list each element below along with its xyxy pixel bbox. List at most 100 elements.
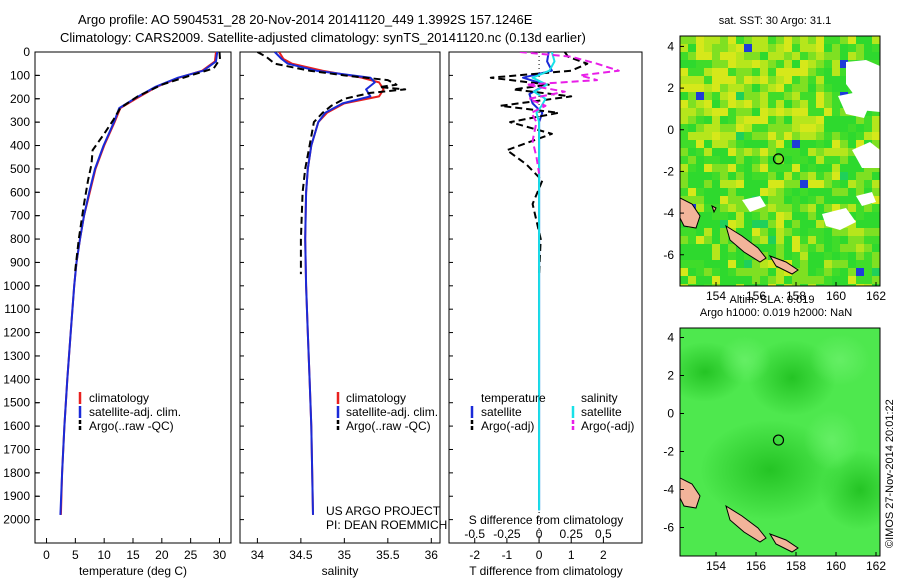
sst-cell bbox=[760, 284, 768, 286]
sst-cell bbox=[840, 172, 848, 180]
sst-cell bbox=[688, 76, 696, 84]
x-tick-label: 20 bbox=[155, 548, 169, 562]
sst-cell bbox=[728, 212, 736, 220]
land-solomon-islands bbox=[725, 504, 767, 543]
sst-cell bbox=[824, 252, 832, 260]
sst-cell bbox=[728, 36, 736, 44]
sst-cell bbox=[728, 116, 736, 124]
header-line-1: Argo profile: AO 5904531_28 20-Nov-2014 … bbox=[78, 12, 533, 27]
sst-cell bbox=[712, 236, 720, 244]
sst-cell bbox=[720, 196, 728, 204]
depth-tick-label: 900 bbox=[10, 255, 30, 269]
sst-cell bbox=[688, 268, 696, 276]
depth-tick-label: 1400 bbox=[3, 372, 30, 386]
sst-cell bbox=[712, 52, 720, 60]
sst-cell bbox=[728, 172, 736, 180]
sst-cell bbox=[728, 76, 736, 84]
sst-cell bbox=[776, 116, 784, 124]
sst-cell bbox=[832, 164, 840, 172]
sst-cell bbox=[840, 84, 848, 92]
sst-cell bbox=[752, 276, 760, 284]
sst-cell bbox=[720, 260, 728, 268]
legend-label-t-argo: Argo(-adj) bbox=[481, 419, 534, 433]
sst-cell bbox=[832, 260, 840, 268]
depth-tick-label: 1200 bbox=[3, 326, 30, 340]
sst-cell bbox=[712, 276, 720, 284]
sst-cell bbox=[720, 124, 728, 132]
sst-cell bbox=[864, 124, 872, 132]
x-tick-label: 34.5 bbox=[289, 548, 313, 562]
legend-title-salinity: salinity bbox=[581, 391, 618, 405]
sst-cell bbox=[760, 108, 768, 116]
sst-cell bbox=[752, 132, 760, 140]
sst-cell bbox=[792, 108, 800, 116]
sst-cell bbox=[680, 60, 688, 68]
sst-cell bbox=[696, 204, 704, 212]
sst-cell bbox=[744, 36, 752, 44]
sst-cell bbox=[744, 124, 752, 132]
sst-cell bbox=[704, 100, 712, 108]
sst-cell bbox=[864, 52, 872, 60]
sst-cell bbox=[872, 212, 880, 220]
sst-cell bbox=[784, 164, 792, 172]
sst-cell bbox=[832, 268, 840, 276]
sst-cell bbox=[776, 52, 784, 60]
sst-cell bbox=[824, 204, 832, 212]
sst-cell bbox=[832, 36, 840, 44]
sst-cell bbox=[824, 244, 832, 252]
sst-cell bbox=[824, 260, 832, 268]
sst-cell bbox=[848, 116, 856, 124]
sst-cell bbox=[872, 60, 880, 68]
sst-cell bbox=[712, 100, 720, 108]
sst-cell bbox=[720, 244, 728, 252]
sst-cell bbox=[872, 252, 880, 260]
sst-cell bbox=[744, 84, 752, 92]
sst-cell bbox=[784, 228, 792, 236]
sst-cell bbox=[744, 268, 752, 276]
sst-cell bbox=[832, 148, 840, 156]
sst-cell bbox=[832, 156, 840, 164]
sst-cell bbox=[816, 196, 824, 204]
sst-cell bbox=[816, 108, 824, 116]
sst-cell bbox=[736, 76, 744, 84]
sst-cell bbox=[872, 220, 880, 228]
sst-cell bbox=[808, 188, 816, 196]
sst-cell bbox=[768, 172, 776, 180]
sst-cell bbox=[720, 36, 728, 44]
sst-cell bbox=[680, 252, 688, 260]
sst-cell bbox=[816, 260, 824, 268]
sst-cell bbox=[840, 44, 848, 52]
sst-cell bbox=[712, 68, 720, 76]
legend-title-temperature: temperature bbox=[481, 391, 546, 405]
x-tick-label: 5 bbox=[72, 548, 79, 562]
sst-cell bbox=[752, 76, 760, 84]
sst-cell bbox=[784, 36, 792, 44]
sst-cell bbox=[760, 236, 768, 244]
sst-cell bbox=[872, 236, 880, 244]
sst-cell bbox=[832, 76, 840, 84]
sst-cell bbox=[856, 268, 864, 276]
lon-tick-label: 160 bbox=[826, 559, 846, 573]
sst-cell bbox=[704, 108, 712, 116]
sst-cell bbox=[840, 188, 848, 196]
sst-cell bbox=[760, 276, 768, 284]
sst-cell bbox=[848, 284, 856, 286]
sst-map-gaps bbox=[742, 60, 880, 230]
sst-cell bbox=[848, 244, 856, 252]
sst-cell bbox=[872, 52, 880, 60]
cloud-gap bbox=[852, 142, 880, 168]
sst-cell bbox=[696, 188, 704, 196]
sst-cell bbox=[768, 60, 776, 68]
sst-cell bbox=[808, 276, 816, 284]
sst-cell bbox=[736, 212, 744, 220]
sst-cell bbox=[688, 84, 696, 92]
sst-cell bbox=[728, 164, 736, 172]
sst-cell bbox=[832, 180, 840, 188]
sst-cell bbox=[720, 252, 728, 260]
sst-cell bbox=[712, 164, 720, 172]
sst-cell bbox=[848, 180, 856, 188]
sst-cell bbox=[768, 180, 776, 188]
sst-cell bbox=[824, 132, 832, 140]
sst-cell bbox=[800, 108, 808, 116]
